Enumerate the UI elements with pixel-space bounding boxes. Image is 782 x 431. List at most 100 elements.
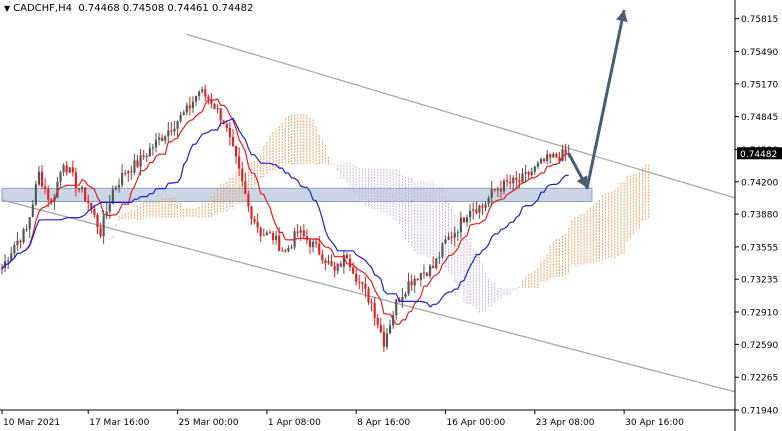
candle-body bbox=[222, 120, 225, 124]
candle-body bbox=[275, 235, 278, 241]
candle-body bbox=[31, 204, 34, 218]
candle-body bbox=[161, 137, 164, 141]
candle-body bbox=[96, 215, 99, 228]
candle-body bbox=[219, 108, 222, 121]
candle-body bbox=[151, 147, 154, 149]
candle-body bbox=[77, 188, 81, 190]
candle-body bbox=[216, 108, 219, 110]
candle-body bbox=[361, 282, 364, 284]
candle-body bbox=[352, 267, 355, 274]
candle-body bbox=[56, 182, 59, 198]
candle-body bbox=[450, 236, 453, 238]
candle-body bbox=[512, 177, 515, 184]
candle-body bbox=[179, 114, 182, 122]
candle-body bbox=[536, 163, 539, 167]
candle-body bbox=[136, 160, 139, 167]
candle-body bbox=[355, 273, 358, 282]
candle-body bbox=[244, 181, 247, 194]
candle-body bbox=[114, 187, 118, 190]
candle-body bbox=[194, 95, 198, 102]
candle-body bbox=[527, 172, 530, 176]
candle-body bbox=[456, 232, 459, 234]
candle-body bbox=[302, 230, 305, 237]
candle-body bbox=[176, 121, 179, 129]
price-tick-label: 0.73880 bbox=[741, 211, 778, 221]
candle-body bbox=[462, 217, 466, 223]
forecast-arrow-head-down bbox=[576, 175, 588, 188]
candle-body bbox=[102, 215, 105, 237]
candle-body bbox=[50, 199, 53, 202]
candle-body bbox=[256, 221, 259, 228]
collapse-triangle-icon[interactable]: ▼ bbox=[4, 4, 11, 13]
candle-body bbox=[154, 139, 158, 148]
price-tick-label: 0.72590 bbox=[741, 341, 778, 351]
ohlc-values: 0.74468 0.74508 0.74461 0.74482 bbox=[78, 3, 254, 14]
candle-body bbox=[484, 204, 487, 208]
indicator-lines-layer bbox=[1, 98, 569, 325]
candle-body bbox=[441, 243, 444, 257]
support-zone bbox=[1, 187, 593, 202]
candle-body bbox=[71, 167, 74, 173]
candle-body bbox=[238, 156, 241, 169]
candle-body bbox=[201, 89, 204, 92]
candle-body bbox=[444, 239, 447, 244]
time-tick-label: 23 Apr 08:00 bbox=[536, 418, 595, 428]
support-zone-layer bbox=[1, 187, 593, 202]
candle-body bbox=[478, 205, 481, 213]
candle-body bbox=[336, 263, 339, 271]
forecast-arrow-line bbox=[567, 9, 626, 190]
candle-body bbox=[546, 154, 549, 162]
candle-body bbox=[191, 101, 195, 109]
candle-body bbox=[373, 303, 376, 318]
candle-body bbox=[188, 105, 191, 109]
candle-body bbox=[0, 267, 4, 269]
candle-body bbox=[518, 180, 521, 183]
candle-body bbox=[182, 112, 185, 115]
candle-body bbox=[318, 243, 321, 255]
channel-upper-line bbox=[186, 33, 736, 199]
current-price-badge bbox=[737, 147, 782, 160]
candle-body bbox=[469, 210, 472, 218]
candle-body bbox=[284, 250, 287, 252]
symbol-label: CADCHF,H4 bbox=[13, 3, 72, 14]
candle-body bbox=[502, 180, 506, 192]
candle-body bbox=[435, 258, 438, 269]
candle-body bbox=[311, 241, 315, 247]
candle-body bbox=[419, 272, 422, 280]
candle-body bbox=[59, 172, 62, 183]
candle-body bbox=[207, 96, 210, 100]
candle-body bbox=[241, 168, 244, 182]
price-tick-label: 0.73235 bbox=[741, 276, 778, 286]
candle-body bbox=[299, 230, 302, 233]
candle-body bbox=[40, 171, 44, 187]
candle-body bbox=[499, 189, 503, 192]
candle-body bbox=[315, 241, 318, 244]
candle-body bbox=[130, 171, 133, 173]
price-tick-label: 0.73555 bbox=[741, 243, 778, 253]
candle-body bbox=[93, 208, 96, 216]
candle-body bbox=[210, 99, 213, 104]
candle-body bbox=[271, 233, 275, 241]
candle-body bbox=[44, 186, 47, 189]
time-tick-label: 17 Mar 16:00 bbox=[89, 418, 149, 428]
current-price-label: 0.74482 bbox=[740, 150, 777, 160]
forecast-arrow-layer bbox=[567, 9, 628, 190]
candle-body bbox=[287, 248, 290, 252]
candle-body bbox=[25, 229, 28, 231]
candle-body bbox=[13, 245, 16, 254]
candle-body bbox=[506, 180, 509, 182]
candle-body bbox=[348, 258, 352, 268]
candle-body bbox=[401, 296, 404, 303]
candle-body bbox=[539, 159, 543, 164]
candle-body bbox=[7, 260, 10, 262]
candle-body bbox=[432, 265, 435, 269]
candle-body bbox=[379, 324, 382, 332]
time-tick-label: 1 Apr 08:00 bbox=[268, 418, 321, 428]
candle-body bbox=[87, 201, 90, 203]
candle-body bbox=[16, 240, 19, 246]
candle-body bbox=[204, 89, 207, 97]
candle-body bbox=[410, 281, 413, 286]
candle-body bbox=[225, 123, 228, 129]
time-tick-label: 8 Apr 16:00 bbox=[357, 418, 410, 428]
